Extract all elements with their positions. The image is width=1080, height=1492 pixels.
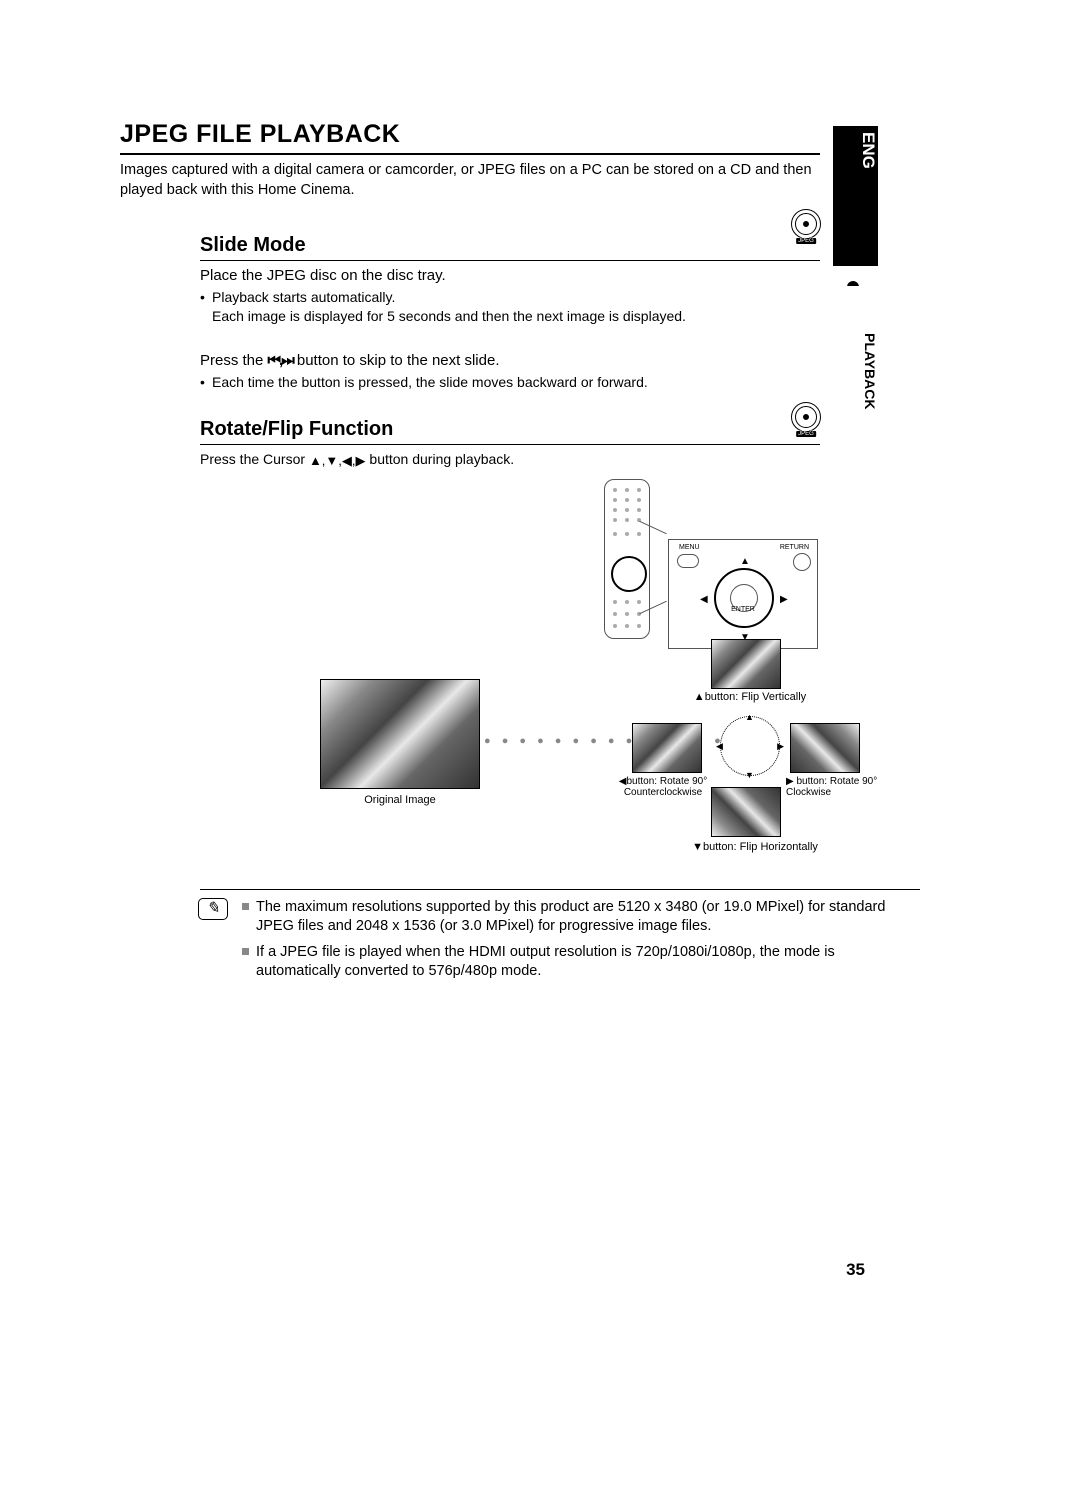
rotate-lead: Press the Cursor ▲,▼,◀,▶ button during p… [200,451,820,469]
dpad-magnified: MENU RETURN ▲ ▼ ◀ ▶ ENTER [668,539,818,649]
intro-text: Images captured with a digital camera or… [120,161,820,200]
rotate-ccw-thumb [632,723,702,773]
up-arrow-icon: ▲ [740,556,750,567]
slide-lead: Place the JPEG disc on the disc tray. [200,267,820,284]
note-2: If a JPEG file is played when the HDMI o… [242,943,912,982]
notes-block: ✎ The maximum resolutions supported by t… [200,889,920,982]
note-1: The maximum resolutions supported by thi… [242,898,912,937]
caption-left: ◀button: Rotate 90°Counterclockwise [613,776,713,798]
slide-bullet-2: Each time the button is pressed, the sli… [200,373,820,392]
remote-illustration: MENU RETURN ▲ ▼ ◀ ▶ ENTER [200,479,820,649]
page-content: JPEG FILE PLAYBACK Images captured with … [120,120,820,988]
jpeg-disc-icon-2: JPEG [791,402,821,432]
flip-vertical-thumb [711,639,781,689]
side-tab: ENG PLAYBACK [833,126,878,466]
enter-label: ENTER [731,606,755,613]
menu-button-icon [677,554,699,568]
section-tab-label: PLAYBACK [833,286,878,456]
left-arrow-icon: ◀ [700,594,708,605]
flip-horizontal-thumb [711,787,781,837]
page-title: JPEG FILE PLAYBACK [120,120,820,155]
return-label: RETURN [780,544,809,551]
skip-icons: ⏮,⏭ [268,352,293,369]
note-icon: ✎ [198,898,228,920]
slide-bullet-1: Playback starts automatically. Each imag… [200,288,820,326]
return-button-icon [793,553,811,571]
dpad-icon: ▲ ▼ ◀ ▶ [714,554,774,646]
caption-up: ▲button: Flip Vertically [680,691,820,703]
caption-down: ▼button: Flip Horizontally [680,841,830,853]
cursor-glyphs: ▲,▼,◀,▶ [309,453,366,468]
rotate-diagram: Original Image ● ● ● ● ● ● ● ● ● ● ● ● ●… [200,649,820,869]
caption-right: ▶ button: Rotate 90°Clockwise [786,776,896,798]
dpad-ring-icon: ▲ ▼ ◀ ▶ [720,716,780,776]
original-caption: Original Image [320,794,480,806]
slide-mode-title: Slide Mode [200,234,820,261]
rotate-cw-thumb [790,723,860,773]
menu-label: MENU [679,544,700,551]
jpeg-disc-icon: JPEG [791,209,821,239]
lang-label: ENG [833,132,878,169]
page-number: 35 [846,1260,865,1280]
rotate-title: Rotate/Flip Function [200,418,820,445]
slide-lead-2: Press the ⏮,⏭ button to skip to the next… [200,352,820,369]
remote-icon [604,479,650,639]
slide-mode-body: Place the JPEG disc on the disc tray. Pl… [200,267,820,392]
original-image-thumb [320,679,480,789]
rotate-body: Press the Cursor ▲,▼,◀,▶ button during p… [200,451,820,469]
right-arrow-icon: ▶ [780,594,788,605]
